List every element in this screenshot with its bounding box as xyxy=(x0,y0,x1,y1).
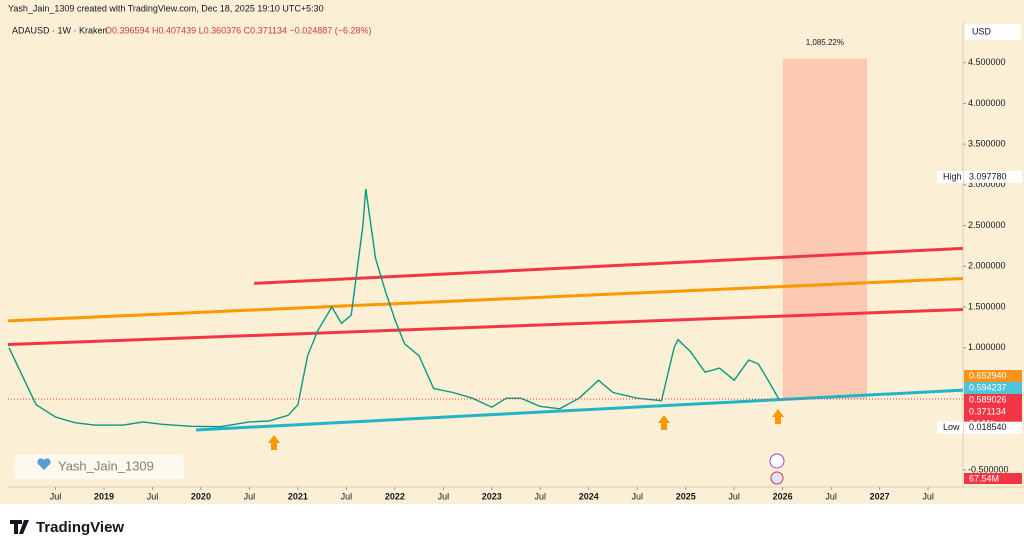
watermark: Yash_Jain_1309 xyxy=(58,458,154,473)
high-title-box xyxy=(937,170,963,183)
price-line xyxy=(8,188,780,428)
volume-label: 67.54M xyxy=(969,473,999,483)
x-tick-label: 2021 xyxy=(288,491,308,501)
volume-tag xyxy=(964,473,1022,484)
arrow-marker xyxy=(268,435,280,450)
arrow-marker xyxy=(658,415,670,430)
watermark-box xyxy=(14,455,184,479)
low-title: Low xyxy=(943,422,960,432)
x-tick-label: 2026 xyxy=(773,491,793,501)
currency-box xyxy=(965,24,1021,40)
trend-line xyxy=(196,388,964,432)
logo-icon xyxy=(10,520,29,534)
y-tick-label: 4.500000 xyxy=(968,57,1006,67)
price-tag-label: 0.589026 xyxy=(969,394,1007,404)
heart-icon xyxy=(37,458,51,470)
x-tick-label: Jul xyxy=(341,491,353,501)
y-tick-label: 1.500000 xyxy=(968,301,1006,311)
x-tick-label: Jul xyxy=(922,491,934,501)
low-tag xyxy=(964,421,1022,434)
x-tick-label: Jul xyxy=(631,491,643,501)
high-title: High xyxy=(943,171,962,181)
x-tick-label: 2027 xyxy=(870,491,890,501)
event-icon xyxy=(769,453,785,469)
high-tag xyxy=(964,170,1022,183)
price-tag xyxy=(964,394,1022,407)
currency: USD xyxy=(972,26,992,36)
price-tag xyxy=(964,406,1022,419)
x-tick-label: 2023 xyxy=(482,491,502,501)
y-tick-label: 3.000000 xyxy=(968,179,1006,189)
price-tag-label: 0.371134 xyxy=(969,406,1006,416)
symbol: ADAUSD · 1W · Kraken xyxy=(12,25,108,35)
low-value: 0.018540 xyxy=(969,422,1007,432)
projection-box xyxy=(782,58,868,400)
x-tick-label: Jul xyxy=(438,491,450,501)
price-tag xyxy=(964,370,1022,383)
x-tick-label: 2025 xyxy=(676,491,696,501)
projection-label: 1,085.22% xyxy=(806,38,844,47)
y-tick-label: -0.500000 xyxy=(968,464,1009,474)
x-tick-label: 2024 xyxy=(579,491,599,501)
y-tick-label: 3.500000 xyxy=(968,139,1006,149)
y-tick-label: 2.500000 xyxy=(968,220,1006,230)
x-tick-label: Jul xyxy=(535,491,547,501)
price-tag-label: 0.652940 xyxy=(969,370,1007,380)
x-tick-label: 2019 xyxy=(94,491,114,501)
y-tick-label: 1.000000 xyxy=(968,342,1006,352)
x-tick-label: Jul xyxy=(244,491,256,501)
x-tick-label: Jul xyxy=(147,491,159,501)
x-tick-label: Jul xyxy=(728,491,740,501)
ohlc: O0.396594 H0.407439 L0.360376 C0.371134 … xyxy=(105,25,372,35)
price-tag-label: 0.594237 xyxy=(969,382,1007,392)
x-tick-label: 2022 xyxy=(385,491,405,501)
credit: Yash_Jain_1309 created with TradingView.… xyxy=(8,3,324,13)
trend-line xyxy=(7,277,964,323)
y-tick-label: 4.000000 xyxy=(968,98,1006,108)
low-title-box xyxy=(937,421,963,434)
x-tick-label: 2020 xyxy=(191,491,211,501)
high-value: 3.097780 xyxy=(969,171,1007,181)
price-tag xyxy=(964,382,1022,395)
flag-icon xyxy=(770,471,784,485)
y-tick-label: 2.000000 xyxy=(968,261,1006,271)
trend-line xyxy=(7,307,964,346)
x-tick-label: Jul xyxy=(50,491,62,501)
brand: TradingView xyxy=(36,519,124,536)
x-tick-label: Jul xyxy=(825,491,837,501)
arrow-marker xyxy=(772,409,784,424)
trend-line xyxy=(254,246,964,285)
